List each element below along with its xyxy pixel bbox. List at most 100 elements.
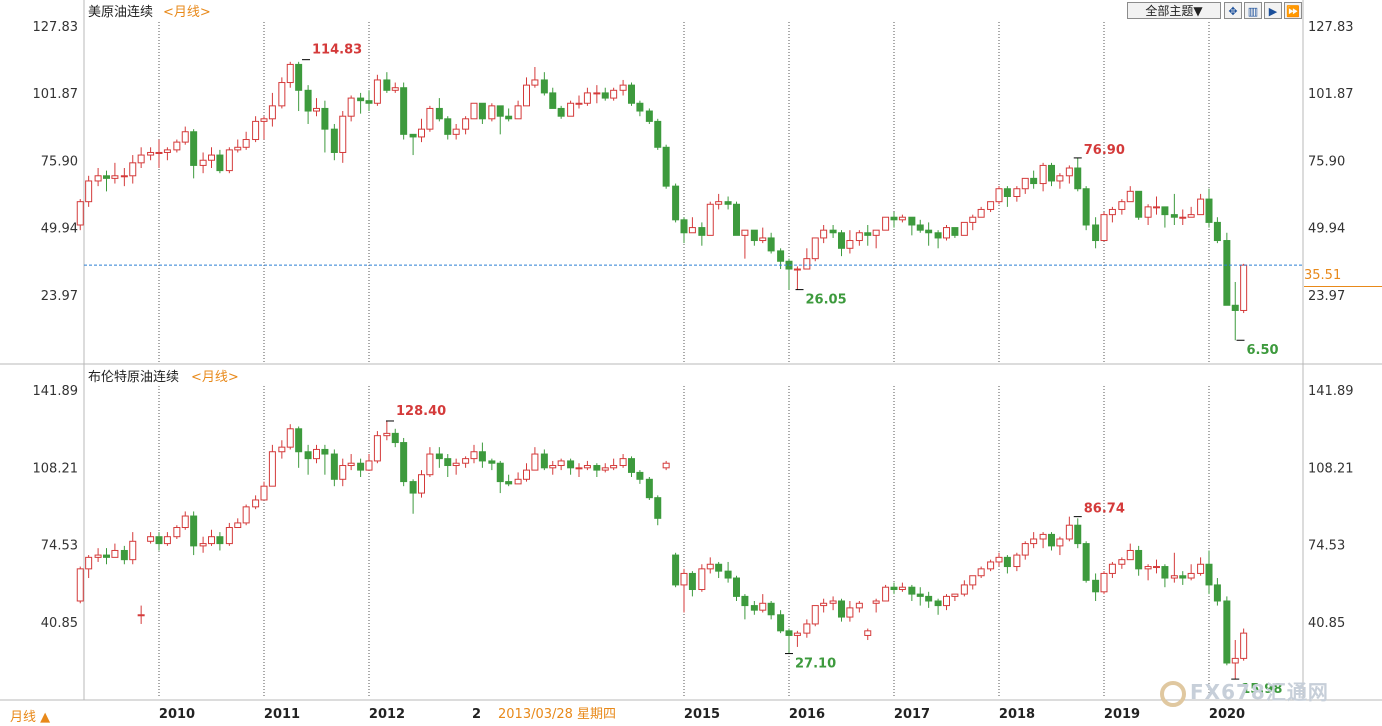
candle-body-down (478, 102, 486, 120)
candle-body-down (357, 462, 365, 471)
candle-body-up (373, 435, 381, 462)
candle-body-up (1108, 563, 1116, 574)
candle-body-up (583, 465, 591, 469)
candle-body-down (295, 63, 303, 91)
candle-body-up (1197, 563, 1205, 574)
candle-body-down (636, 102, 644, 112)
candle-body-up (1021, 543, 1029, 556)
candle-body-up (706, 203, 714, 236)
candle-body-down (295, 428, 303, 453)
candle-body-up (137, 154, 145, 164)
candle-body-up (943, 595, 950, 607)
candle-body-up (418, 474, 425, 494)
layout-icon[interactable]: ▥ (1244, 2, 1262, 19)
candle-body-up (1179, 216, 1187, 219)
candle-body-up (523, 469, 530, 480)
candle-body-down (864, 232, 872, 236)
min-price-label: 26.05 (806, 293, 847, 308)
candle-body-down (724, 201, 732, 205)
candle-body-up (680, 572, 688, 586)
candle-body-up (347, 97, 355, 117)
candle-body-up (225, 527, 233, 545)
candle-body-up (829, 600, 837, 604)
candle-body-down (496, 105, 504, 117)
top-panel-period[interactable]: <月线> (163, 5, 211, 20)
candle-body-up (268, 451, 276, 487)
candle-body-down (916, 593, 924, 597)
candle-body-down (444, 458, 452, 467)
candle-body-down (951, 227, 959, 236)
bottom-panel-period[interactable]: <月线> (191, 370, 239, 385)
candle-body-down (478, 451, 486, 462)
candle-body-down (1030, 177, 1038, 185)
candle-body-up (759, 602, 767, 611)
y-tick-left: 101.87 (33, 87, 79, 102)
candle-body-down (400, 87, 408, 135)
candle-body-down (829, 229, 837, 234)
candle-body-up (199, 159, 207, 166)
candle-body-up (268, 105, 276, 120)
theme-dropdown[interactable]: 全部主题▼ (1127, 2, 1221, 19)
y-tick-right: 49.94 (1308, 222, 1345, 237)
candle-body-up (706, 563, 714, 570)
candle-body-down (1048, 533, 1055, 547)
candle-body-up (383, 432, 391, 437)
candle-body-up (987, 561, 995, 570)
candle-body-down (925, 595, 933, 602)
y-tick-right: 75.90 (1308, 155, 1345, 170)
candle-body-down (672, 554, 680, 586)
candle-body-down (488, 460, 496, 464)
candle-body-down (672, 185, 680, 221)
y-tick-left: 74.53 (41, 539, 78, 554)
candle-body-down (593, 465, 601, 471)
candle-body-up (872, 600, 880, 604)
candle-body-up (286, 428, 294, 448)
candle-body-down (400, 442, 408, 483)
candle-body-up (1108, 208, 1116, 216)
candle-body-up (531, 453, 539, 471)
candle-body-down (321, 448, 329, 455)
candle-body-up (181, 515, 189, 529)
candle-body-up (111, 175, 119, 179)
candle-body-down (444, 118, 452, 135)
candle-body-up (129, 162, 137, 177)
candle-body-up (846, 607, 854, 618)
candle-body-up (960, 584, 968, 595)
candle-body-up (1231, 657, 1239, 664)
candle-body-down (103, 554, 110, 558)
candle-body-up (111, 549, 119, 558)
candle-body-up (347, 462, 355, 467)
current-price-tag: 35.51 (1304, 268, 1382, 287)
y-tick-right: 101.87 (1308, 87, 1354, 102)
candle-body-down (777, 250, 785, 262)
candle-body-up (313, 448, 320, 460)
candle-body-up (94, 554, 102, 558)
expand-icon[interactable]: ✥ (1224, 2, 1242, 19)
recent-high-label: 86.74 (1084, 502, 1125, 517)
year-label: 2018 (999, 707, 1035, 722)
forward-icon[interactable]: ⏩ (1284, 2, 1302, 19)
candle-body-down (890, 586, 898, 591)
candle-body-up (313, 107, 320, 112)
candle-body-up (365, 460, 373, 471)
candle-body-down (1135, 549, 1143, 570)
period-toggle[interactable]: 月线 ▲ (10, 710, 51, 725)
play-icon[interactable]: ▶ (1264, 2, 1282, 19)
candle-body-up (1118, 559, 1126, 565)
candle-body-up (549, 465, 557, 469)
candle-body-up (531, 79, 539, 86)
candle-body-up (977, 568, 985, 577)
candle-body-up (1126, 549, 1134, 561)
candle-body-down (908, 216, 916, 226)
y-tick-left: 127.83 (33, 20, 79, 35)
candle-body-down (908, 586, 916, 595)
candle-body-down (190, 515, 198, 547)
candle-body-up (278, 82, 286, 107)
candle-body-down (1074, 167, 1082, 190)
candle-body-up (339, 465, 347, 480)
y-tick-left: 49.94 (41, 222, 78, 237)
candle-body-up (951, 593, 959, 597)
candle-body-up (199, 543, 207, 547)
candle-body-up (137, 614, 145, 617)
